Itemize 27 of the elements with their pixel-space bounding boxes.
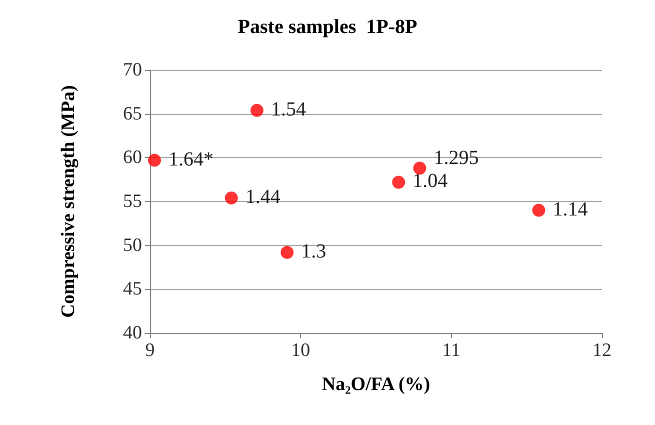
y-tick-label: 65 [123,103,142,124]
y-tick-label: 55 [123,191,142,212]
point [532,204,546,217]
y-tick-label: 45 [123,278,142,300]
annotation: 1.44 [245,186,280,208]
annotation: 1.14 [552,198,588,220]
point [250,104,264,117]
point [392,176,406,189]
x-axis-title: Na₂O/FA (%) [322,374,430,395]
annotation: 1.295 [434,147,479,170]
x-tick-label: 11 [442,340,460,361]
y-tick-label: 40 [123,322,142,344]
point [224,191,238,204]
point [280,246,294,259]
y-tick-label: 60 [123,147,142,168]
x-tick-label: 9 [145,340,155,361]
annotation: 1.3 [301,240,326,262]
annotation: 1.04 [412,170,448,192]
point [148,154,162,167]
y-tick-label: 50 [123,234,142,256]
y-tick-label: 70 [123,60,142,80]
chart-title: Paste samples 1P-8P [238,16,418,38]
x-tick-label: 12 [592,340,612,361]
x-tick-label: 10 [291,340,310,361]
y-axis-title: Compressive strength (MPa) [58,85,79,318]
annotation: 1.64* [168,148,214,170]
annotation: 1.54 [270,98,306,120]
